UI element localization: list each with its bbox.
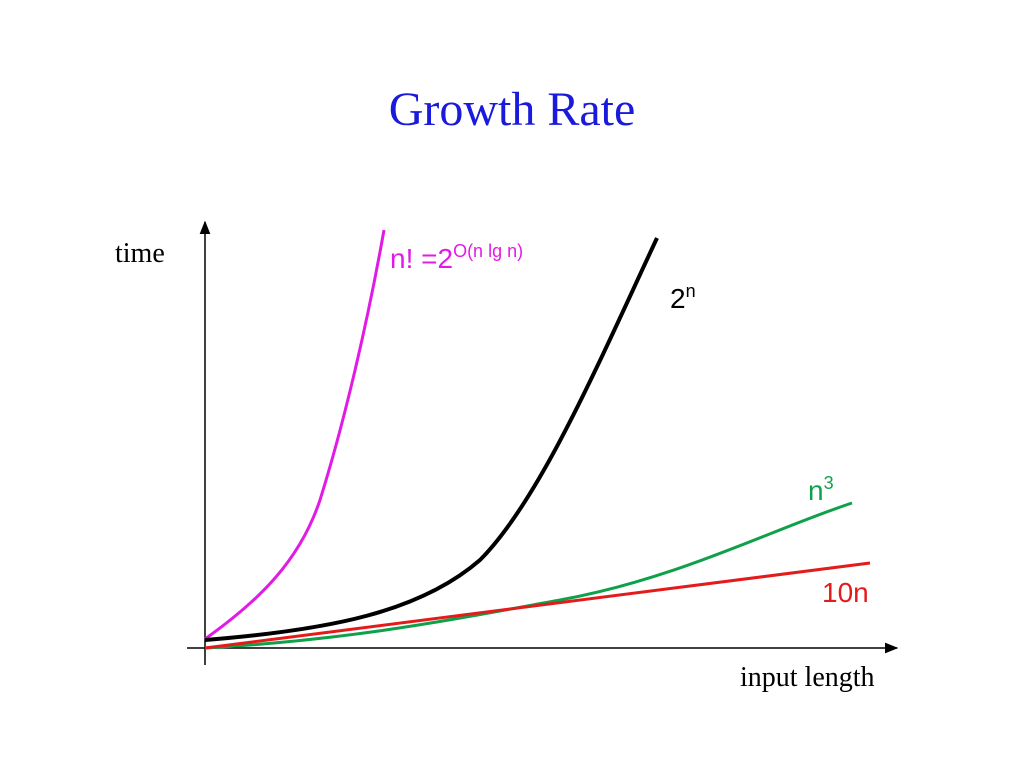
series-label-cubic: n3 [808,473,834,506]
series-line-exponential [204,237,659,642]
series-label-factorial: n! =2O(n lg n) [390,241,523,274]
chart-title: Growth Rate [388,83,636,136]
y-axis-label: time [115,238,165,269]
x-axis-label: input length [740,662,875,693]
series-label-exponential-exponent: n [686,281,696,301]
series-line-cubic [204,501,853,650]
series-label-exponential: 2n [670,281,696,314]
series-line-linear [204,561,871,650]
series-line-factorial [204,229,386,641]
series-label-factorial-exponent: O(n lg n) [453,241,523,261]
series-label-linear: 10n [822,577,869,608]
series-label-cubic-exponent: 3 [824,473,834,493]
